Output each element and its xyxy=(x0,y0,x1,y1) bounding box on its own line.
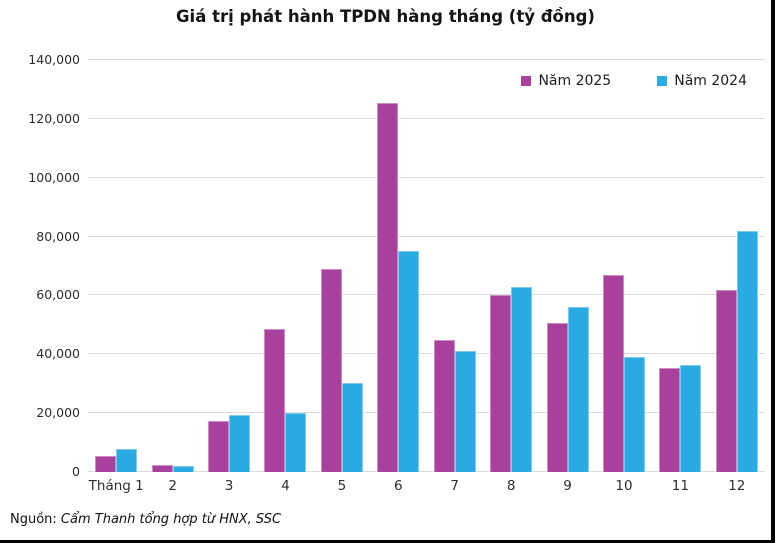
gridline xyxy=(88,412,765,414)
bar-2024-month-7 xyxy=(455,351,476,472)
bar-2025-month-7 xyxy=(434,340,455,472)
bar-2025-month-5 xyxy=(321,269,342,472)
gridline xyxy=(88,176,765,178)
bar-2025-month-8 xyxy=(490,295,511,472)
bar-2024-month-4 xyxy=(285,413,306,472)
plot-area xyxy=(88,59,765,472)
y-tick-label: 20,000 xyxy=(36,405,80,421)
source-text: Cẩm Thanh tổng hợp từ HNX, SSC xyxy=(60,512,282,527)
y-tick-label: 0 xyxy=(72,464,80,479)
y-tick-label: 120,000 xyxy=(28,110,80,126)
bar-2024-month-8 xyxy=(511,287,532,472)
legend: Năm 2025 Năm 2024 xyxy=(521,73,747,89)
y-tick-label: 60,000 xyxy=(36,287,80,303)
bar-2024-month-10 xyxy=(624,357,645,472)
x-tick-label-month-2: 2 xyxy=(168,478,177,494)
bar-2024-month-6 xyxy=(398,251,419,472)
bar-2024-month-9 xyxy=(568,307,589,472)
bar-2024-month-11 xyxy=(680,365,701,472)
bar-2025-month-11 xyxy=(659,368,680,472)
legend-item-2024: Năm 2024 xyxy=(657,73,747,89)
x-tick-label-month-7: 7 xyxy=(450,478,459,494)
x-tick-label-month-9: 9 xyxy=(563,478,572,494)
legend-label-2025: Năm 2025 xyxy=(538,73,612,89)
x-axis-labels: Tháng 1 2 3 4 5 6 7 8 9 10 11 12 xyxy=(88,478,765,498)
y-axis-labels: 0 20,000 40,000 60,000 80,000 100,000 120,000 1… xyxy=(0,53,80,479)
chart-title: Giá trị phát hành TPDN hàng tháng (tỷ đồ… xyxy=(176,7,595,26)
gridline xyxy=(88,117,765,119)
bar-2024-month-3 xyxy=(229,415,250,472)
y-tick-label: 80,000 xyxy=(36,228,80,244)
gridline xyxy=(88,294,765,296)
gridline xyxy=(88,235,765,237)
bar-2025-month-10 xyxy=(603,275,624,472)
x-tick-label-month-10: 10 xyxy=(615,478,633,494)
x-axis-line xyxy=(88,471,765,472)
bar-2024-month-2 xyxy=(173,466,194,472)
y-tick-label: 140,000 xyxy=(28,52,80,67)
x-tick-label-month-8: 8 xyxy=(506,478,516,494)
bar-2025-month-12 xyxy=(716,290,737,472)
bar-2025-month-1 xyxy=(95,456,116,472)
x-tick-label-month-6: 6 xyxy=(393,478,403,494)
source-prefix: Nguồn: xyxy=(10,512,61,527)
source-note: Nguồn: Cẩm Thanh tổng hợp từ HNX, SSC xyxy=(10,512,281,527)
x-tick-label-month-5: 5 xyxy=(337,478,347,494)
x-tick-label-month-12: 12 xyxy=(728,478,746,494)
x-tick-label-month-11: 11 xyxy=(671,478,689,494)
legend-label-2024: Năm 2024 xyxy=(674,73,747,89)
bar-2025-month-6 xyxy=(377,103,398,472)
x-tick-label-month-4: 4 xyxy=(281,478,290,494)
x-tick-label-month-3: 3 xyxy=(224,478,234,494)
legend-item-2025: Năm 2025 xyxy=(521,73,611,89)
bar-2024-month-5 xyxy=(342,383,363,472)
gridline xyxy=(88,353,765,355)
x-tick-label-month-1: Tháng 1 xyxy=(88,478,144,494)
legend-swatch-2024 xyxy=(657,76,668,86)
legend-swatch-2025 xyxy=(521,76,532,86)
bar-2024-month-1 xyxy=(116,449,137,472)
bar-2025-month-2 xyxy=(152,465,173,472)
bar-2025-month-9 xyxy=(547,323,568,472)
gridline xyxy=(88,59,765,60)
bar-2025-month-4 xyxy=(264,329,285,472)
bar-2024-month-12 xyxy=(737,231,758,472)
y-tick-label: 40,000 xyxy=(36,346,80,362)
bar-2025-month-3 xyxy=(208,421,229,472)
y-tick-label: 100,000 xyxy=(28,169,80,185)
